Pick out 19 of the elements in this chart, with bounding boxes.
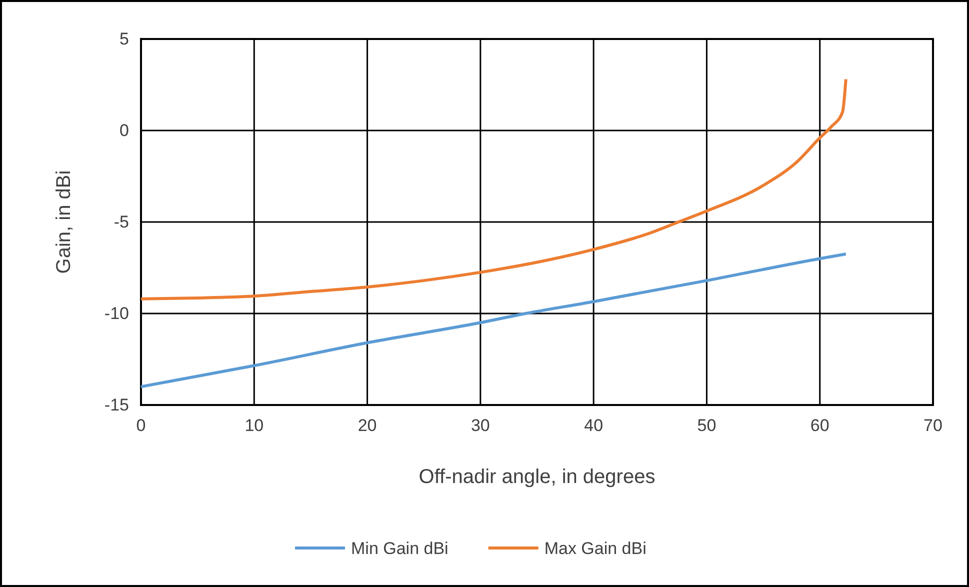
x-tick-label: 20	[358, 416, 377, 436]
x-axis-title: Off-nadir angle, in degrees	[418, 466, 656, 488]
legend-label: Max Gain dBi	[544, 539, 646, 558]
y-tick-label: -15	[104, 395, 129, 414]
x-tick-label: 50	[697, 416, 716, 436]
x-tick-label: 60	[810, 416, 830, 436]
x-tick-label: 70	[924, 416, 942, 436]
line-series	[140, 252, 848, 388]
x-tick-label: 30	[470, 416, 490, 436]
legend-label: Min Gain dBi	[351, 539, 448, 558]
y-tick-label: 5	[120, 29, 129, 48]
x-tick-label: 40	[584, 416, 604, 436]
y-tick-label: 0	[120, 120, 129, 140]
y-tick-label: -5	[114, 212, 129, 232]
x-tick-label: 0	[136, 416, 146, 436]
x-tick-label: 10	[244, 416, 264, 436]
line-series	[140, 78, 848, 300]
y-axis-title: Gain, in dBi	[53, 170, 75, 274]
y-tick-label: -10	[104, 304, 129, 323]
